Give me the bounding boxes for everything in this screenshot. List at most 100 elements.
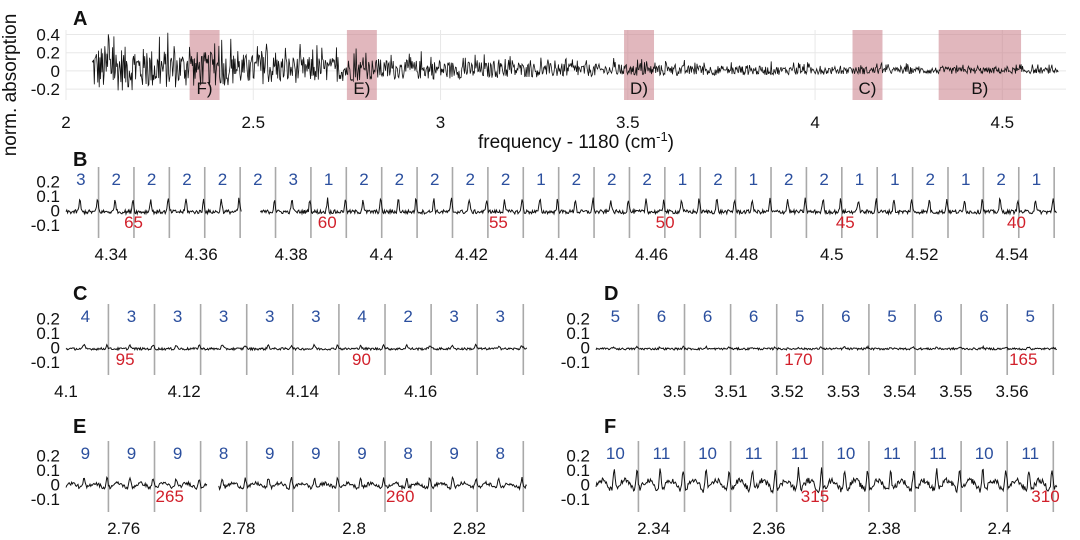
xtick-label: 4.48 (725, 245, 758, 264)
peak-label: 5 (611, 307, 620, 326)
ytick-label: 0.1 (36, 187, 60, 206)
peak-label: 10 (698, 444, 717, 463)
peak-label: 6 (657, 307, 666, 326)
peak-label: 3 (496, 307, 505, 326)
peak-label: 5 (887, 307, 896, 326)
xtick-label: 4.42 (455, 245, 488, 264)
panel-label-e: E (73, 416, 86, 438)
ytick-label: -0.1 (31, 490, 60, 509)
xtick-label: 2.82 (453, 519, 486, 538)
ytick-label: -0.1 (561, 353, 590, 372)
x-axis-label: frequency - 1180 (cm-1) (478, 129, 674, 153)
panel-e: E 0.20.10-0.1 2.76 2.78 2.8 2.82 9 9 9 8 9 9 9 8 9 8 265… (31, 416, 527, 538)
ytick-label: 0.1 (36, 461, 60, 480)
ytick-label: 0.4 (36, 26, 60, 45)
peak-label: 2 (112, 170, 121, 189)
peak-label: 3 (311, 307, 320, 326)
peak-label: 11 (883, 444, 901, 463)
peak-label: 9 (127, 444, 136, 463)
peak-label: 1 (749, 170, 758, 189)
xtick-label: 4.54 (995, 245, 1028, 264)
xtick-label: 4.12 (168, 382, 201, 401)
peak-label: 2 (607, 170, 616, 189)
xtick-label: 4.38 (275, 245, 308, 264)
region-label: D) (630, 79, 648, 98)
panel-c: C 0.20.10-0.1 4.1 4.12 4.14 4.16 4 3 3 3 3 3 4 2 3 3 95 9… (31, 283, 528, 401)
peak-label: 3 (449, 307, 458, 326)
peak-label: 4 (81, 307, 90, 326)
spectrum-trace (65, 197, 1057, 216)
peak-label: 1 (855, 170, 864, 189)
xtick-label: 2.4 (988, 519, 1012, 538)
ytick-label: -0.1 (561, 490, 590, 509)
peak-label: 11 (791, 444, 809, 463)
ytick-label: -0.2 (31, 80, 60, 99)
xtick-label: 4.1 (54, 382, 78, 401)
peak-label: 9 (173, 444, 182, 463)
ytick-label: 0.2 (566, 447, 590, 466)
xtick-label: 4.52 (905, 245, 938, 264)
peak-label: 6 (841, 307, 850, 326)
spectrum-trace (91, 32, 1059, 91)
peak-label: 2 (465, 170, 474, 189)
peak-label: 3 (265, 307, 274, 326)
xtick-label: 2.34 (637, 519, 670, 538)
ytick-label: -0.1 (31, 216, 60, 235)
panel-a: A0.40.20-0.22 2.5 3 3.5 4 4.5F) E) D) C) B)freque… (0, 8, 1066, 156)
mode-number-label: 170 (784, 350, 812, 369)
xtick-label: 4.4 (369, 245, 393, 264)
ytick-label: 0.2 (566, 310, 590, 329)
peak-label: 2 (147, 170, 156, 189)
peak-label: 10 (606, 444, 625, 463)
peak-label: 8 (496, 444, 505, 463)
peak-label: 2 (784, 170, 793, 189)
peak-label: 2 (359, 170, 368, 189)
xtick-label: 3.55 (939, 382, 972, 401)
peak-label: 8 (219, 444, 228, 463)
ytick-label: 0 (51, 201, 60, 220)
ytick-label: 0.1 (566, 461, 590, 480)
peak-label: 2 (403, 307, 412, 326)
peak-label: 1 (961, 170, 970, 189)
mode-number-label: 315 (801, 487, 829, 506)
peak-label: 9 (311, 444, 320, 463)
peak-label: 2 (819, 170, 828, 189)
region-label: B) (971, 79, 988, 98)
mode-number-label: 90 (352, 350, 371, 369)
xtick-label: 2.76 (107, 519, 140, 538)
region-highlight (938, 30, 1022, 100)
peak-label: 10 (836, 444, 855, 463)
ytick-label: -0.1 (31, 353, 60, 372)
peak-label: 10 (975, 444, 994, 463)
peak-label: 3 (288, 170, 297, 189)
peak-label: 3 (127, 307, 136, 326)
xtick-label: 4.14 (286, 382, 319, 401)
mode-number-label: 265 (156, 487, 184, 506)
xtick-label: 4 (810, 113, 819, 132)
xtick-label: 4.36 (185, 245, 218, 264)
peak-label: 9 (81, 444, 90, 463)
peak-label: 6 (933, 307, 942, 326)
peak-label: 9 (357, 444, 366, 463)
xtick-label: 2 (61, 113, 70, 132)
xtick-label: 2.78 (222, 519, 255, 538)
mode-number-label: 260 (386, 487, 414, 506)
mode-number-label: 40 (1007, 213, 1026, 232)
ytick-label: 0.2 (36, 173, 60, 192)
peak-label: 5 (1026, 307, 1035, 326)
xtick-label: 2.38 (868, 519, 901, 538)
panel-label-f: F (604, 416, 616, 438)
peak-label: 4 (357, 307, 366, 326)
mode-number-label: 95 (116, 350, 135, 369)
xtick-label: 4.16 (404, 382, 437, 401)
xtick-label: 4.34 (94, 245, 127, 264)
xtick-label: 3.53 (827, 382, 860, 401)
ytick-label: 0.1 (36, 324, 60, 343)
mode-number-label: 310 (1031, 487, 1059, 506)
mode-number-label: 45 (836, 213, 855, 232)
region-highlight (624, 30, 655, 100)
xtick-label: 3.52 (771, 382, 804, 401)
ytick-label: 0 (51, 62, 60, 81)
spectrum-trace (595, 344, 1057, 352)
mode-number-label: 55 (489, 213, 508, 232)
